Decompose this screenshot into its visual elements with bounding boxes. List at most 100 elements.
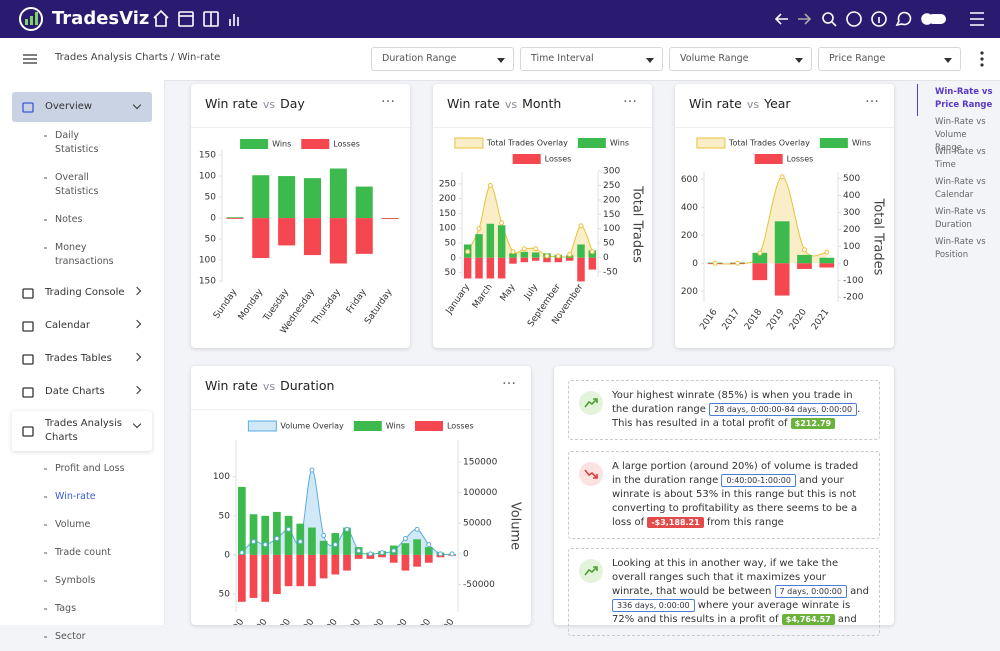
title-dimension: Day xyxy=(280,96,305,111)
insight-text: Your highest winrate (85%) is when you t… xyxy=(612,390,853,415)
title-metric: Win rate xyxy=(447,96,500,111)
card-menu[interactable]: … xyxy=(502,372,517,388)
submenu-label: Trade count xyxy=(55,547,111,558)
filter-dropdown[interactable]: Duration Range xyxy=(371,47,514,71)
subnav-label: Win-Rate vs Calendar xyxy=(935,177,986,200)
submenu-item[interactable]: Sector xyxy=(0,623,164,651)
title-metric: Win rate xyxy=(689,96,742,111)
trend-icon xyxy=(579,391,603,415)
nav-tools[interactable] xyxy=(772,8,992,30)
card-title: Win rate vs Month xyxy=(447,96,561,111)
breadcrumb-parent[interactable]: Trades Analysis Charts xyxy=(55,52,168,63)
card-title: Win rate vs Day xyxy=(205,96,305,111)
nav-icons[interactable] xyxy=(150,8,250,30)
insight-text: from this range xyxy=(703,517,784,528)
card-divider xyxy=(191,409,531,410)
menu-item[interactable]: Date Charts xyxy=(12,375,152,408)
more-menu[interactable] xyxy=(978,50,986,68)
submenu-label: Win-rate xyxy=(55,491,96,502)
title-vs: vs xyxy=(504,98,518,111)
subnav-label: Win-Rate vs Time xyxy=(935,147,986,170)
chart-card: Win rate vs Year… xyxy=(675,84,894,348)
dropdown-caret xyxy=(795,58,803,63)
submenu-item[interactable]: Daily Statistics xyxy=(0,122,164,164)
breadcrumb: Trades Analysis Charts / Win-rate xyxy=(55,52,220,63)
dropdown-caret xyxy=(944,58,952,63)
subnav-item[interactable]: Win-Rate vs Price Range xyxy=(905,84,1000,116)
filter-label: Duration Range xyxy=(382,53,457,64)
insight-badge: $212.79 xyxy=(790,418,836,429)
brand[interactable]: TradesViz xyxy=(52,8,150,29)
card-menu[interactable]: … xyxy=(381,90,396,106)
insight: Looking at this in another way, if we ta… xyxy=(568,548,880,636)
card-menu[interactable]: … xyxy=(865,90,880,106)
subnav-label: Win-Rate vs Volume Range xyxy=(935,117,986,153)
insight-text: A large portion (around 20%) of volume i… xyxy=(612,461,859,486)
menu-item[interactable]: Trades Tables xyxy=(12,342,152,375)
subnav-item[interactable]: Win-Rate vs Calendar xyxy=(905,174,1000,200)
subnav-item[interactable]: Win-Rate vs Volume Range xyxy=(905,114,1000,153)
menu-toggle[interactable] xyxy=(22,53,38,65)
subnav-label: Win-Rate vs Position xyxy=(935,237,986,260)
menu-icon xyxy=(22,320,34,332)
submenu-item[interactable]: Profit and Loss xyxy=(0,455,164,483)
submenu-item[interactable]: Money transactions xyxy=(0,234,164,276)
logo[interactable] xyxy=(18,6,44,32)
filter-label: Price Range xyxy=(829,53,886,64)
submenu-item[interactable]: Volume xyxy=(0,511,164,539)
subnav-item[interactable]: Win-Rate vs Time xyxy=(905,144,1000,170)
submenu-item[interactable]: Overall Statistics xyxy=(0,164,164,206)
filter-label: Time Interval xyxy=(531,53,594,64)
dropdown-caret xyxy=(646,58,654,63)
subnav-item[interactable]: Win-Rate vs Position xyxy=(905,234,1000,260)
menu-item[interactable]: Overview xyxy=(12,92,152,122)
insight-text: where your average winrate is 72% and th… xyxy=(612,600,851,625)
menu-icon xyxy=(22,102,34,113)
menu-item[interactable]: Trading Console xyxy=(12,276,152,309)
title-dimension: Duration xyxy=(280,378,335,393)
chart-card: Win rate vs Month… xyxy=(433,84,652,348)
icon-shape xyxy=(22,353,34,365)
submenu-label: Daily Statistics xyxy=(55,130,99,155)
chevron xyxy=(132,352,142,362)
title-vs: vs xyxy=(262,380,276,393)
submenu-item[interactable]: Tags xyxy=(0,595,164,623)
menu-label: Trading Console xyxy=(45,287,125,298)
sub-navigation: Win-Rate vs Price Range Win-Rate vs Volum… xyxy=(905,80,1000,260)
chart-card: Win rate vs Duration… xyxy=(191,366,531,625)
card-menu[interactable]: … xyxy=(623,90,638,106)
menu-icon xyxy=(22,426,34,437)
submenu-item[interactable]: Notes xyxy=(0,206,164,234)
icon-shape xyxy=(22,102,34,113)
submenu-item[interactable]: Symbols xyxy=(0,567,164,595)
insight-text: . This has resulted in a total profit of xyxy=(612,404,861,429)
submenu-item[interactable]: Trade count xyxy=(0,539,164,567)
submenu-item[interactable]: Win-rate xyxy=(0,483,164,511)
submenu-label: Money transactions xyxy=(55,242,114,267)
breadcrumb-current: Win-rate xyxy=(177,52,221,63)
menu-icon xyxy=(22,353,34,365)
insight: Your highest winrate (85%) is when you t… xyxy=(568,380,880,440)
menu-item[interactable]: Trades Analysis Charts xyxy=(12,411,152,451)
submenu-label: Profit and Loss xyxy=(55,463,125,474)
subnav-label: Win-Rate vs Duration xyxy=(935,207,986,230)
filter-dropdown[interactable]: Time Interval xyxy=(520,47,663,71)
dropdown-caret xyxy=(497,58,505,63)
filter-dropdown[interactable]: Price Range xyxy=(818,47,961,71)
menu-label: Date Charts xyxy=(45,386,105,397)
insight-badge: 7 days, 0:00:00 xyxy=(774,585,847,598)
icon-arrow xyxy=(584,398,598,408)
filter-dropdown[interactable]: Volume Range xyxy=(669,47,812,71)
menu-item[interactable]: Calendar xyxy=(12,309,152,342)
card-divider xyxy=(191,127,410,128)
chart-card: Win rate vs Day … xyxy=(191,84,410,348)
insight-badge: -$3,188.21 xyxy=(647,517,704,528)
menu-icon xyxy=(22,386,34,398)
trend-icon xyxy=(579,559,603,583)
submenu-label: Overall Statistics xyxy=(55,172,99,197)
filter-label: Volume Range xyxy=(680,53,749,64)
chevron xyxy=(132,286,142,296)
subnav-item[interactable]: Win-Rate vs Duration xyxy=(905,204,1000,230)
icon-shape xyxy=(22,386,34,398)
